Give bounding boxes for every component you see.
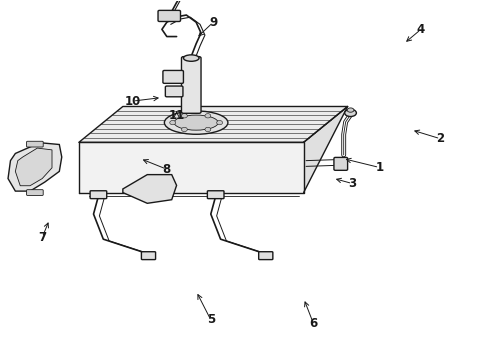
Text: 1: 1: [375, 161, 384, 174]
Text: 5: 5: [207, 313, 215, 327]
FancyBboxPatch shape: [181, 57, 201, 113]
Text: 3: 3: [348, 177, 357, 190]
Ellipse shape: [174, 115, 218, 130]
Polygon shape: [79, 142, 304, 193]
FancyBboxPatch shape: [334, 157, 347, 170]
FancyBboxPatch shape: [26, 190, 43, 195]
FancyBboxPatch shape: [158, 10, 180, 22]
FancyBboxPatch shape: [259, 252, 273, 260]
Ellipse shape: [164, 111, 228, 134]
Circle shape: [217, 121, 222, 125]
Circle shape: [170, 121, 175, 125]
Text: 4: 4: [417, 23, 425, 36]
Text: 11: 11: [169, 109, 185, 122]
Text: 7: 7: [38, 231, 46, 244]
FancyBboxPatch shape: [26, 141, 43, 147]
FancyBboxPatch shape: [142, 252, 156, 260]
Text: 9: 9: [209, 16, 218, 29]
Text: 10: 10: [124, 95, 141, 108]
FancyBboxPatch shape: [165, 86, 183, 97]
Polygon shape: [15, 148, 52, 186]
Text: 6: 6: [309, 317, 318, 330]
Polygon shape: [304, 107, 347, 193]
Text: 8: 8: [163, 163, 171, 176]
FancyBboxPatch shape: [163, 71, 183, 84]
Circle shape: [181, 114, 187, 118]
Text: 2: 2: [437, 132, 444, 145]
Circle shape: [205, 127, 211, 132]
FancyBboxPatch shape: [90, 191, 107, 199]
Polygon shape: [8, 143, 62, 191]
Circle shape: [205, 114, 211, 118]
FancyBboxPatch shape: [207, 191, 224, 199]
Polygon shape: [79, 107, 347, 142]
Ellipse shape: [344, 109, 356, 117]
Ellipse shape: [183, 55, 199, 61]
Ellipse shape: [347, 108, 354, 112]
Circle shape: [181, 127, 187, 132]
Polygon shape: [123, 175, 176, 203]
